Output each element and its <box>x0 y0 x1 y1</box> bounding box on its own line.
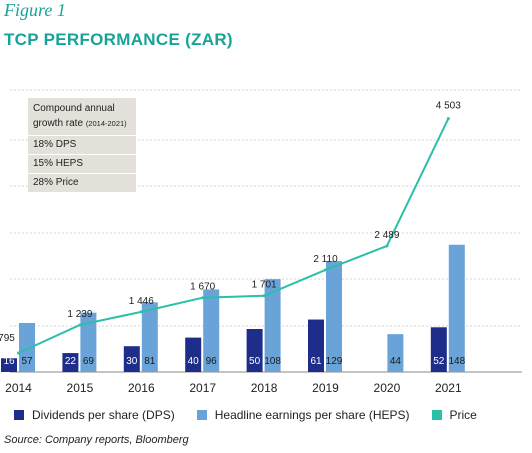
heps-bar <box>80 312 97 372</box>
dps-bar-label: 52 <box>433 356 445 367</box>
price-point-label: 1 701 <box>252 280 277 291</box>
chart-area: 16 57 2014 22 69 2015 30 81 2016 40 96 2017 50 108 201… <box>0 89 522 395</box>
cagr-box: Compound annual growth rate (2014-2021) … <box>28 98 136 193</box>
x-tick-label: 2018 <box>251 381 278 395</box>
price-point <box>262 294 266 298</box>
heps-bar-label: 69 <box>83 356 95 367</box>
price-point-label: 4 503 <box>436 101 461 112</box>
x-tick-label: 2017 <box>189 381 216 395</box>
dps-bar-label: 30 <box>126 356 138 367</box>
price-point <box>17 351 20 355</box>
legend-item-dps: Dividends per share (DPS) <box>14 408 175 422</box>
dps-bar <box>308 319 324 372</box>
price-point <box>324 268 327 272</box>
dps-bar-label: 40 <box>188 356 200 367</box>
dps-bar-label: 22 <box>65 356 77 367</box>
heps-bar <box>326 261 342 372</box>
heps-bar-label: 81 <box>144 356 156 367</box>
dps-bar-label: 61 <box>310 356 322 367</box>
heps-bar-label: 148 <box>448 356 465 367</box>
dps-bar <box>246 329 263 372</box>
legend-swatch-heps <box>196 410 207 420</box>
price-point <box>201 296 205 300</box>
cagr-price: 28% Price <box>28 174 136 192</box>
heps-bar-label: 96 <box>206 356 218 367</box>
x-tick-label: 2014 <box>5 381 32 395</box>
price-point <box>78 323 82 327</box>
heps-bar-label: 129 <box>326 356 343 367</box>
dps-bar-label: 50 <box>249 356 261 367</box>
x-tick-label: 2016 <box>128 381 155 395</box>
cagr-heading: Compound annual growth rate (2014-2021) <box>28 98 136 135</box>
figure-label: Figure 1 <box>4 0 66 20</box>
legend-item-heps: Headline earnings per share (HEPS) <box>196 408 410 422</box>
source-note: Source: Company reports, Bloomberg <box>4 434 189 446</box>
x-tick-label: 2021 <box>435 381 462 395</box>
price-point-label: 1 239 <box>67 309 92 320</box>
dps-bar <box>123 346 140 372</box>
dps-bar <box>430 327 447 372</box>
heps-bar-label: 44 <box>390 356 402 367</box>
price-point <box>139 310 143 314</box>
heps-bar <box>387 334 404 372</box>
price-line <box>18 118 450 354</box>
legend: Dividends per share (DPS) Headline earni… <box>14 408 499 422</box>
x-tick-label: 2019 <box>312 381 339 395</box>
heps-bar <box>264 279 281 372</box>
dps-bar <box>62 353 79 372</box>
legend-item-price: Price <box>431 408 477 422</box>
price-point-label: 1 670 <box>190 282 215 293</box>
cagr-heps: 15% HEPS <box>28 155 136 173</box>
cagr-heading-line1: Compound annual <box>33 103 115 114</box>
legend-swatch-dps <box>14 410 24 420</box>
heps-bar <box>448 244 465 372</box>
legend-label-heps: Headline earnings per share (HEPS) <box>214 408 410 422</box>
heps-bar <box>141 302 158 372</box>
price-point <box>385 244 389 248</box>
legend-label-price: Price <box>449 408 477 422</box>
heps-bar-label: 108 <box>264 356 281 367</box>
x-tick-label: 2015 <box>67 381 94 395</box>
cagr-heading-period: (2014-2021) <box>85 119 127 128</box>
heps-bar <box>19 322 35 372</box>
price-point-label: 2 110 <box>313 254 338 265</box>
dps-bar <box>1 358 17 372</box>
cagr-heading-line2: growth rate <box>33 118 84 129</box>
heps-bar-label: 57 <box>21 356 33 367</box>
dps-bar <box>185 337 202 372</box>
x-tick-label: 2020 <box>374 381 401 395</box>
price-point-label: 1 446 <box>129 296 154 307</box>
legend-swatch-price <box>431 410 442 420</box>
cagr-dps: 18% DPS <box>28 136 136 154</box>
dps-bar-label: 16 <box>3 356 15 367</box>
chart-title: TCP PERFORMANCE (ZAR) <box>4 30 233 49</box>
heps-bar <box>203 289 220 372</box>
legend-label-dps: Dividends per share (DPS) <box>32 408 175 422</box>
price-point-label: 795 <box>0 333 15 344</box>
price-point-label: 2 489 <box>374 230 399 241</box>
price-point <box>446 117 450 121</box>
